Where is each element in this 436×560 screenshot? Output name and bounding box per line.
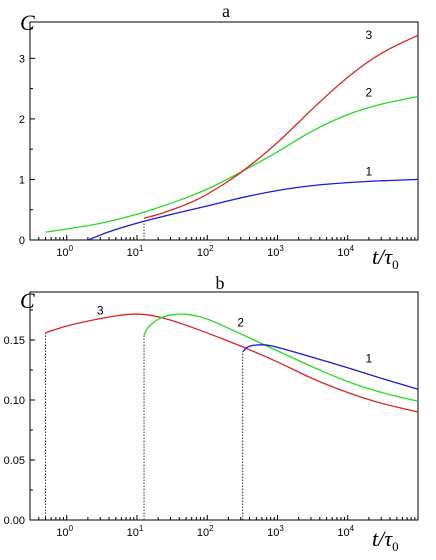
panel-title: b bbox=[216, 273, 225, 293]
x-tick-label: 101 bbox=[127, 524, 144, 539]
series-2-label: 2 bbox=[366, 86, 373, 100]
x-tick-label: 103 bbox=[267, 244, 284, 259]
x-tick-label: 104 bbox=[337, 524, 354, 539]
y-ticks: 0 1 2 3 bbox=[19, 27, 35, 247]
x-ticks: 100 101 102 103 104 bbox=[29, 235, 419, 259]
y-tick-label: 0 bbox=[19, 235, 25, 247]
x-axis-label-main: t/τ bbox=[372, 244, 393, 269]
series-group bbox=[45, 313, 419, 413]
series-2-line bbox=[143, 313, 419, 402]
x-tick-label: 101 bbox=[127, 244, 144, 259]
x-axis-label-sub: 0 bbox=[392, 539, 399, 554]
x-axis-label-main: t/τ bbox=[372, 526, 393, 551]
series-3-line bbox=[45, 313, 419, 413]
y-tick-label: 2 bbox=[19, 114, 25, 126]
guide-lines bbox=[45, 332, 244, 520]
series-1-label: 1 bbox=[366, 164, 373, 178]
series-1-line bbox=[87, 178, 419, 241]
series-3-label: 3 bbox=[97, 303, 104, 317]
x-axis-label: t/τ0 bbox=[372, 526, 399, 554]
x-tick-label: 100 bbox=[56, 524, 73, 539]
y-tick-label: 1 bbox=[19, 174, 25, 186]
panel-b: b C t/τ0 100 101 102 103 104 0.000.050.100.1… bbox=[4, 273, 419, 554]
y-tick-label: 0.00 bbox=[4, 515, 25, 527]
y-tick-label: 3 bbox=[19, 53, 25, 65]
x-tick-label: 100 bbox=[56, 244, 73, 259]
curve-labels: 1 2 3 bbox=[366, 28, 373, 178]
series-2-label: 2 bbox=[237, 315, 244, 329]
x-ticks: 100 101 102 103 104 bbox=[29, 515, 419, 539]
x-axis-label: t/τ0 bbox=[372, 244, 399, 272]
x-axis-label-sub: 0 bbox=[392, 257, 399, 272]
curve-labels: 3 2 1 bbox=[97, 303, 373, 365]
x-tick-label: 102 bbox=[197, 524, 214, 539]
plot-frame bbox=[29, 21, 419, 241]
series-2-line bbox=[45, 95, 419, 233]
panel-title: a bbox=[222, 1, 230, 21]
y-axis-label: C bbox=[20, 288, 35, 313]
x-tick-label: 104 bbox=[337, 244, 354, 259]
series-3-label: 3 bbox=[366, 28, 373, 42]
y-tick-label: 0.15 bbox=[4, 335, 25, 347]
series-1-label: 1 bbox=[366, 351, 373, 365]
series-1-line bbox=[242, 344, 419, 390]
x-tick-label: 103 bbox=[267, 524, 284, 539]
series-group bbox=[45, 34, 419, 241]
y-ticks: 0.00 0.05 0.10 0.15 bbox=[4, 309, 35, 527]
y-tick-label: 0.10 bbox=[4, 395, 25, 407]
x-tick-label: 102 bbox=[197, 244, 214, 259]
y-axis-label: C bbox=[20, 10, 35, 35]
y-tick-label: 0.05 bbox=[4, 455, 25, 467]
plot-frame bbox=[29, 291, 419, 521]
series-3-line bbox=[143, 34, 419, 219]
